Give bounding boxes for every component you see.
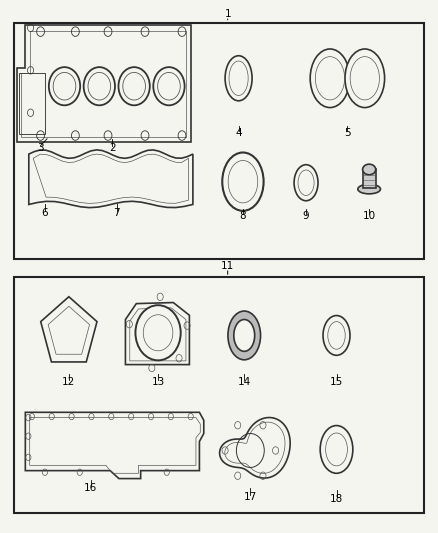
Text: 12: 12: [62, 377, 75, 387]
Polygon shape: [17, 25, 191, 142]
Polygon shape: [125, 303, 189, 365]
Bar: [363, 169, 376, 188]
Ellipse shape: [222, 152, 264, 211]
Bar: [14, 22, 424, 259]
Text: 11: 11: [221, 261, 234, 271]
Polygon shape: [41, 297, 97, 362]
Text: 5: 5: [344, 128, 351, 138]
Text: 10: 10: [363, 211, 376, 221]
Text: 18: 18: [330, 494, 343, 504]
Text: 1: 1: [224, 9, 231, 19]
Polygon shape: [29, 150, 193, 208]
Text: 13: 13: [152, 377, 165, 387]
Ellipse shape: [294, 165, 318, 201]
Ellipse shape: [228, 311, 261, 360]
Text: 17: 17: [244, 492, 257, 502]
Ellipse shape: [323, 316, 350, 356]
Text: 14: 14: [238, 377, 251, 387]
Polygon shape: [25, 413, 204, 479]
Text: 6: 6: [42, 208, 48, 218]
Ellipse shape: [363, 164, 376, 175]
Bar: [14, 277, 424, 513]
Circle shape: [135, 305, 181, 360]
Text: 8: 8: [240, 211, 246, 221]
Text: 4: 4: [235, 128, 242, 138]
Ellipse shape: [345, 49, 385, 108]
Bar: [19, 73, 45, 134]
Text: 9: 9: [303, 211, 309, 221]
Ellipse shape: [358, 184, 381, 194]
Text: 2: 2: [109, 143, 116, 154]
Polygon shape: [219, 417, 290, 478]
Text: 16: 16: [84, 483, 97, 493]
Ellipse shape: [320, 425, 353, 473]
Text: 7: 7: [113, 208, 120, 218]
Text: 3: 3: [37, 143, 44, 154]
Ellipse shape: [310, 49, 350, 108]
Ellipse shape: [234, 319, 254, 351]
Text: 15: 15: [330, 377, 343, 387]
